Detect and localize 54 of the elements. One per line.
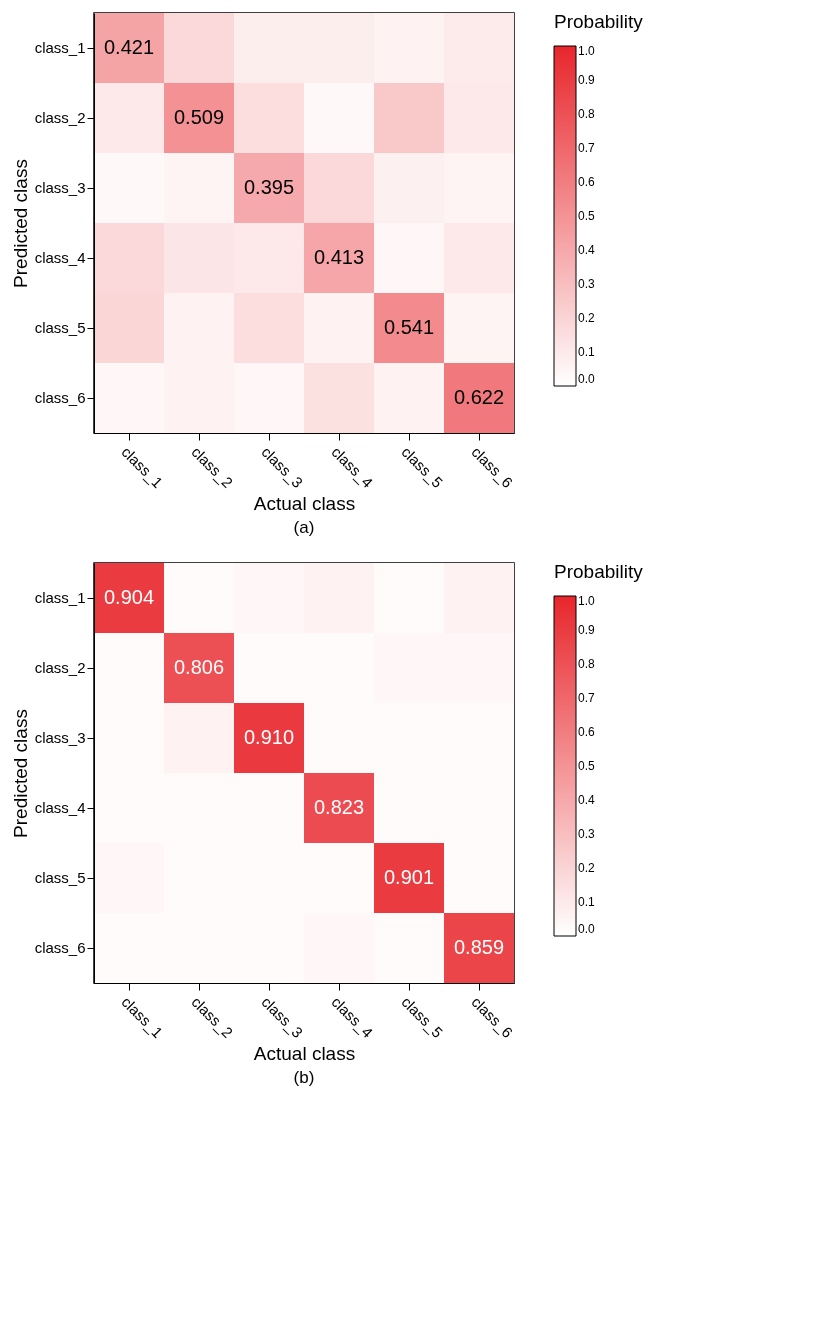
color-bar-label: 0.7 [578,691,596,705]
data-label: 0.904 [103,586,155,608]
y-axis-title: Predicted class [9,709,31,838]
y-tick-label: class_5 [34,319,86,336]
data-label: 0.823 [313,796,365,818]
text: (b) [293,1067,315,1087]
color-bar-label: 0.9 [578,623,596,637]
color-bar-label: 0.4 [578,793,596,807]
y-tick-label: class_4 [34,799,86,816]
legend-title: Probability [554,561,644,582]
y-tick-label: class_3 [34,729,86,746]
color-bar-label: 0.1 [578,895,596,909]
y-tick-label: class_1 [34,589,86,606]
color-bar-label: 0.6 [578,725,596,739]
text: (a) [293,517,315,537]
y-tick-label: class_1 [34,39,86,56]
y-tick-label: class_6 [34,389,86,406]
x-axis-title: Actual class [253,493,356,515]
color-bar-label: 0.7 [578,141,596,155]
color-bar-label: 1.0 [578,44,596,58]
color-bar-label: 0.8 [578,107,596,121]
y-tick-label: class_3 [34,179,86,196]
color-bar-label: 0.0 [578,922,596,936]
color-bar-label: 0.0 [578,372,596,386]
color-bar-label: 0.5 [578,209,596,223]
color-bar-label: 0.8 [578,657,596,671]
data-label: 0.413 [313,246,365,268]
color-bar-label: 0.9 [578,73,596,87]
data-label: 0.859 [453,936,505,958]
y-tick-label: class_4 [34,249,86,266]
data-label: 0.910 [243,726,295,748]
x-axis-title: Actual class [253,1043,356,1065]
y-tick-label: class_5 [34,869,86,886]
color-bar-label: 1.0 [578,594,596,608]
color-bar-label: 0.5 [578,759,596,773]
legend-title: Probability [554,11,644,32]
y-tick-label: class_2 [34,109,86,126]
y-tick-label: class_6 [34,939,86,956]
color-bar-label: 0.3 [578,277,596,291]
data-label: 0.395 [243,176,295,198]
y-axis-title: Predicted class [9,159,31,288]
data-label: 0.901 [383,866,435,888]
data-label: 0.806 [173,656,225,678]
data-label: 0.421 [103,36,155,58]
y-tick-label: class_2 [34,659,86,676]
color-bar-label: 0.3 [578,827,596,841]
color-bar-label: 0.4 [578,243,596,257]
color-bar-label: 0.2 [578,311,596,325]
data-label: 0.541 [383,316,435,338]
color-bar-label: 0.6 [578,175,596,189]
data-label: 0.622 [453,386,505,408]
color-bar-label: 0.1 [578,345,596,359]
data-label: 0.509 [173,106,225,128]
color-bar-label: 0.2 [578,861,596,875]
